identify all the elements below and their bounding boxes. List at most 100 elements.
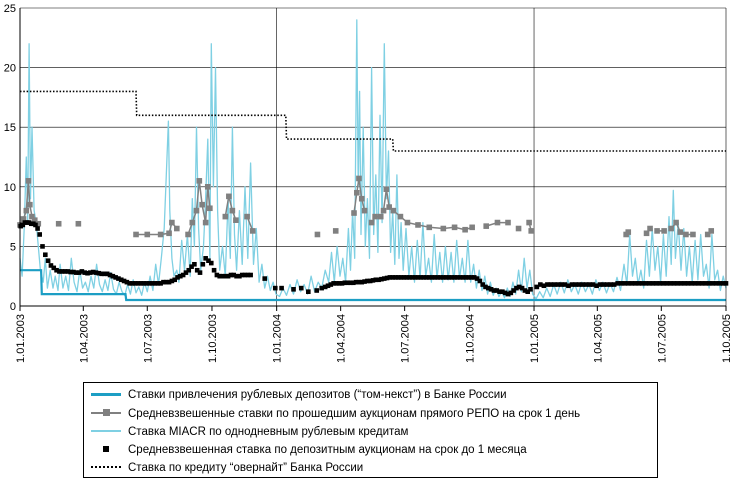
point-repo-3-0 bbox=[133, 232, 139, 238]
point-deposit-auction-70 bbox=[209, 261, 214, 266]
legend: Ставки привлечения рублевых депозитов (“… bbox=[83, 382, 658, 478]
point-repo-19-1 bbox=[708, 228, 714, 234]
point-repo-4-0 bbox=[185, 232, 191, 238]
point-repo-11-11 bbox=[469, 225, 475, 231]
point-repo-18-3 bbox=[683, 232, 689, 238]
legend-item-deposit-auctions: Средневзвешенная ставка по депозитным ау… bbox=[84, 440, 657, 459]
point-repo-14-1 bbox=[528, 228, 534, 234]
point-deposit-auction-85 bbox=[262, 276, 267, 281]
point-repo-1-0 bbox=[56, 221, 62, 227]
x-tick-label-7: 1.10.2004 bbox=[464, 314, 476, 363]
point-repo-18-0 bbox=[668, 226, 674, 232]
point-repo-18-2 bbox=[677, 229, 683, 235]
point-deposit-auction-66 bbox=[198, 270, 203, 275]
y-tick-label-5: 5 bbox=[10, 241, 16, 253]
point-deposit-auction-71 bbox=[212, 268, 217, 273]
point-repo-11-9 bbox=[452, 225, 458, 231]
y-tick-label-25: 25 bbox=[4, 3, 16, 15]
point-deposit-auction-8 bbox=[35, 226, 40, 231]
y-tick-label-20: 20 bbox=[4, 63, 16, 75]
point-repo-8-0 bbox=[333, 228, 339, 234]
point-repo-6-1 bbox=[250, 228, 256, 234]
point-repo-3-1 bbox=[144, 232, 150, 238]
point-repo-5-2 bbox=[230, 208, 236, 214]
point-repo-18-1 bbox=[673, 220, 679, 226]
legend-item-overnight: Ставка по кредиту “овернайт” Банка Росси… bbox=[84, 458, 657, 477]
legend-swatch-miacr bbox=[84, 422, 128, 441]
point-repo-15-1 bbox=[625, 229, 631, 235]
legend-swatch-repo bbox=[84, 404, 128, 423]
x-tick-label-1: 1.04.2003 bbox=[78, 314, 90, 363]
point-repo-9-3 bbox=[359, 196, 365, 202]
point-repo-9-4 bbox=[362, 208, 368, 214]
point-repo-11-10 bbox=[462, 227, 468, 233]
point-repo-12-1 bbox=[495, 220, 501, 226]
point-repo-11-5 bbox=[405, 220, 411, 226]
x-tick-label-4: 1.01.2004 bbox=[272, 314, 284, 363]
point-repo-6-0 bbox=[244, 214, 250, 220]
point-deposit-auction-64 bbox=[192, 262, 197, 267]
point-repo-11-6 bbox=[415, 222, 421, 228]
point-deposit-auction-89 bbox=[299, 286, 304, 291]
point-repo-16-0 bbox=[644, 230, 650, 236]
x-tick-label-5: 1.04.2004 bbox=[336, 314, 348, 363]
x-tick-label-2: 1.07.2003 bbox=[142, 314, 154, 363]
point-repo-7-0 bbox=[315, 232, 321, 238]
legend-item-deposits-tomnext: Ставки привлечения рублевых депозитов (“… bbox=[84, 385, 657, 404]
legend-label-overnight: Ставка по кредиту “овернайт” Банка Росси… bbox=[128, 462, 363, 474]
legend-item-miacr: Ставка MIACR по однодневным рублевым кре… bbox=[84, 422, 657, 441]
legend-label-deposit-auctions: Средневзвешенная ставка по депозитным ау… bbox=[128, 444, 527, 456]
point-repo-11-8 bbox=[441, 226, 447, 232]
point-repo-13-0 bbox=[516, 226, 522, 232]
y-axis-tick-labels: 0 5 10 15 20 25 bbox=[4, 3, 16, 313]
point-repo-9-2 bbox=[356, 176, 362, 182]
y-tick-label-10: 10 bbox=[4, 182, 16, 194]
x-tick-label-11: 1.10.2005 bbox=[721, 314, 732, 363]
point-repo-10-1 bbox=[372, 214, 378, 220]
x-tick-label-0: 1.01.2003 bbox=[15, 314, 27, 363]
chart-canvas: 0 5 10 15 20 25 1.01.2003 1.04.2003 1.07.2003 1.… bbox=[0, 0, 732, 380]
legend-swatch-deposits-tomnext bbox=[84, 385, 128, 404]
point-deposit-auction-12 bbox=[46, 258, 51, 263]
point-repo-3-2 bbox=[158, 232, 164, 238]
legend-label-repo: Средневзвешенные ставки по прошедшим аук… bbox=[128, 408, 580, 420]
point-repo-4-6 bbox=[205, 184, 211, 190]
point-repo-0-3 bbox=[26, 178, 32, 184]
point-repo-9-1 bbox=[354, 190, 360, 196]
point-repo-10-0 bbox=[369, 220, 375, 226]
point-repo-2-0 bbox=[76, 221, 82, 227]
legend-label-miacr: Ставка MIACR по однодневным рублевым кре… bbox=[128, 426, 408, 438]
point-repo-3-5 bbox=[174, 226, 180, 232]
point-repo-17-1 bbox=[661, 228, 667, 234]
x-tick-label-3: 1.10.2003 bbox=[207, 314, 219, 363]
point-repo-12-2 bbox=[505, 220, 511, 226]
point-repo-5-1 bbox=[226, 194, 232, 200]
point-repo-4-7 bbox=[207, 205, 213, 211]
point-deposit-auction-11 bbox=[43, 252, 48, 257]
point-repo-5-3 bbox=[233, 217, 239, 223]
point-deposit-auction-86 bbox=[273, 286, 278, 291]
legend-swatch-overnight bbox=[84, 458, 128, 477]
x-tick-label-10: 1.07.2005 bbox=[656, 314, 668, 363]
point-deposit-auction-87 bbox=[279, 286, 284, 291]
x-tick-label-8: 1.01.2005 bbox=[529, 314, 541, 363]
point-repo-0-2 bbox=[24, 208, 30, 214]
point-repo-10-2 bbox=[378, 214, 384, 220]
x-tick-label-9: 1.04.2005 bbox=[592, 314, 604, 363]
series-layer bbox=[17, 20, 728, 300]
point-repo-12-0 bbox=[483, 223, 489, 229]
point-repo-5-0 bbox=[223, 214, 229, 220]
y-tick-label-0: 0 bbox=[10, 301, 16, 313]
point-repo-4-4 bbox=[199, 202, 205, 208]
x-tick-label-6: 1.07.2004 bbox=[400, 314, 412, 363]
point-repo-14-0 bbox=[526, 220, 532, 226]
point-deposit-auction-166 bbox=[528, 287, 533, 292]
point-repo-17-0 bbox=[654, 228, 660, 234]
legend-label-deposits-tomnext: Ставки привлечения рублевых депозитов (“… bbox=[128, 389, 507, 401]
point-deposit-auction-88 bbox=[291, 287, 296, 292]
point-repo-11-4 bbox=[398, 214, 404, 220]
legend-swatch-deposit-auctions bbox=[84, 440, 128, 459]
point-repo-3-3 bbox=[166, 230, 172, 236]
point-repo-18-4 bbox=[690, 232, 696, 238]
y-tick-label-15: 15 bbox=[4, 122, 16, 134]
